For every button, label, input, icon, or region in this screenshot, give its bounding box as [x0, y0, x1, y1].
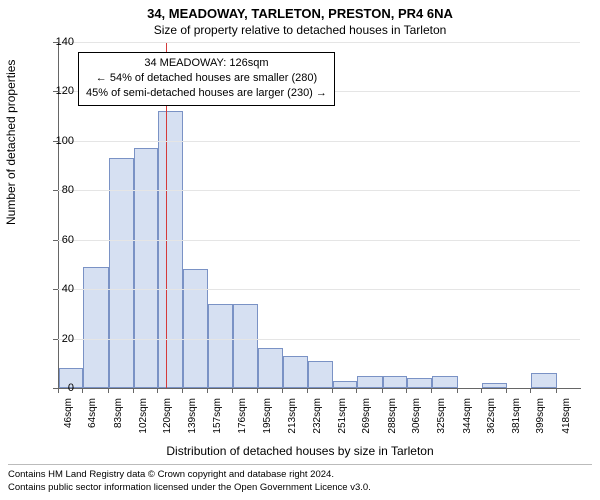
x-tick	[182, 388, 183, 393]
x-tick	[431, 388, 432, 393]
histogram-bar	[233, 304, 258, 388]
x-tick	[282, 388, 283, 393]
x-tick	[556, 388, 557, 393]
gridline	[58, 42, 580, 43]
y-tick-label: 40	[34, 283, 74, 295]
gridline	[58, 339, 580, 340]
x-tick	[108, 388, 109, 393]
x-tick-label: 288sqm	[387, 398, 399, 442]
y-tick-label: 120	[34, 85, 74, 97]
x-tick-label: 251sqm	[337, 398, 349, 442]
gridline	[58, 240, 580, 241]
x-tick-label: 269sqm	[361, 398, 373, 442]
histogram-bar	[258, 348, 282, 388]
x-tick	[382, 388, 383, 393]
x-tick-label: 157sqm	[212, 398, 224, 442]
info-line-3: 45% of semi-detached houses are larger (…	[86, 86, 327, 101]
x-tick	[307, 388, 308, 393]
chart-container: 34, MEADOWAY, TARLETON, PRESTON, PR4 6NA…	[0, 0, 600, 500]
x-tick	[82, 388, 83, 393]
x-axis-label: Distribution of detached houses by size …	[0, 444, 600, 458]
x-tick-label: 139sqm	[187, 398, 199, 442]
x-tick	[257, 388, 258, 393]
x-tick-label: 102sqm	[138, 398, 150, 442]
y-tick-label: 140	[34, 36, 74, 48]
x-tick	[406, 388, 407, 393]
chart-title: 34, MEADOWAY, TARLETON, PRESTON, PR4 6NA	[0, 6, 600, 21]
x-tick	[457, 388, 458, 393]
histogram-bar	[308, 361, 333, 388]
x-tick	[133, 388, 134, 393]
x-tick-label: 418sqm	[561, 398, 573, 442]
x-tick-label: 399sqm	[535, 398, 547, 442]
histogram-bar	[482, 383, 507, 388]
gridline	[58, 141, 580, 142]
y-tick-label: 0	[34, 382, 74, 394]
x-tick	[530, 388, 531, 393]
y-tick-label: 100	[34, 135, 74, 147]
info-line-1: 34 MEADOWAY: 126sqm	[86, 56, 327, 71]
info-line-2: ← 54% of detached houses are smaller (28…	[86, 71, 327, 86]
histogram-bar	[208, 304, 233, 388]
info-box: 34 MEADOWAY: 126sqm ← 54% of detached ho…	[78, 52, 335, 106]
gridline	[58, 190, 580, 191]
histogram-bar	[432, 376, 457, 388]
histogram-bar	[357, 376, 382, 388]
x-tick	[356, 388, 357, 393]
x-tick-label: 232sqm	[312, 398, 324, 442]
gridline	[58, 289, 580, 290]
x-tick-label: 83sqm	[113, 398, 125, 442]
histogram-bar	[383, 376, 407, 388]
y-tick-label: 60	[34, 234, 74, 246]
x-tick	[332, 388, 333, 393]
x-tick-label: 213sqm	[287, 398, 299, 442]
histogram-bar	[407, 378, 432, 388]
x-tick-label: 381sqm	[511, 398, 523, 442]
histogram-bar	[283, 356, 308, 388]
x-tick	[157, 388, 158, 393]
histogram-bar	[83, 267, 108, 388]
attribution: Contains HM Land Registry data © Crown c…	[8, 464, 592, 494]
y-axis-label: Number of detached properties	[4, 60, 18, 225]
y-tick-label: 20	[34, 333, 74, 345]
histogram-bar	[333, 381, 357, 388]
chart-subtitle: Size of property relative to detached ho…	[0, 23, 600, 37]
x-tick-label: 64sqm	[87, 398, 99, 442]
x-tick	[207, 388, 208, 393]
x-tick-label: 344sqm	[462, 398, 474, 442]
x-tick-label: 306sqm	[411, 398, 423, 442]
x-tick	[481, 388, 482, 393]
histogram-bar	[158, 111, 183, 388]
x-tick-label: 176sqm	[237, 398, 249, 442]
x-tick	[506, 388, 507, 393]
attrib-line-1: Contains HM Land Registry data © Crown c…	[8, 469, 592, 481]
attrib-line-2: Contains public sector information licen…	[8, 482, 592, 494]
x-tick-label: 362sqm	[486, 398, 498, 442]
histogram-bar	[109, 158, 134, 388]
histogram-bar	[134, 148, 158, 388]
x-tick-label: 46sqm	[63, 398, 75, 442]
x-tick-label: 120sqm	[162, 398, 174, 442]
x-tick-label: 325sqm	[436, 398, 448, 442]
x-tick-label: 195sqm	[262, 398, 274, 442]
x-tick	[232, 388, 233, 393]
histogram-bar	[531, 373, 556, 388]
y-tick-label: 80	[34, 184, 74, 196]
x-tick	[58, 388, 59, 393]
histogram-bar	[183, 269, 207, 388]
